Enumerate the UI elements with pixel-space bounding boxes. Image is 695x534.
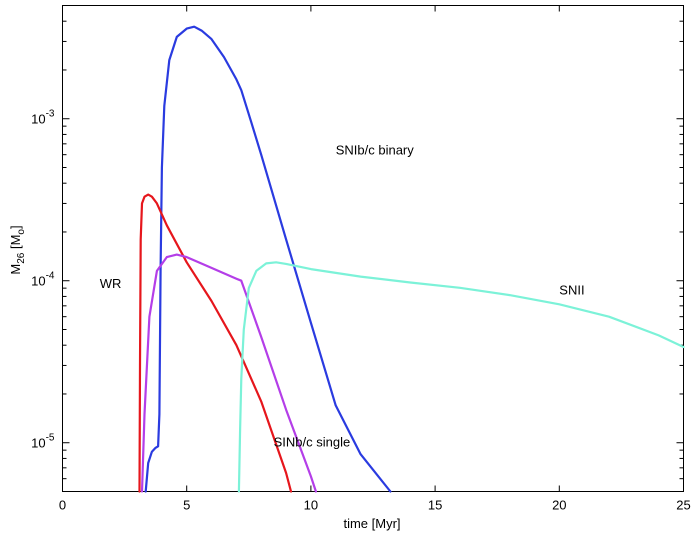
series-label-snii: SNII [559, 283, 584, 298]
x-tick-label: 0 [59, 498, 66, 513]
series-label-wr: WR [100, 276, 122, 291]
series-line-snib-c-binary [144, 25, 392, 493]
series-layer [138, 25, 685, 493]
x-tick-label: 20 [552, 498, 566, 513]
x-tick-label: 15 [428, 498, 442, 513]
y-tick-label: 10-5 [31, 433, 55, 451]
series-line-wr [138, 193, 293, 493]
y-tick-label: 10-4 [31, 271, 55, 289]
series-line-sinb-c-single [140, 253, 317, 493]
series-label-snib-c-binary: SNIb/c binary [336, 143, 415, 158]
x-tick-label: 25 [676, 498, 690, 513]
y-tick-label: 10-3 [31, 109, 55, 127]
series-label-sinb-c-single: SINb/c single [274, 434, 351, 449]
axis-ticks: 0 5 10 15 20 25 10-5 10-4 10-3 [31, 5, 691, 513]
x-tick-label: 5 [183, 498, 190, 513]
series-line-snii [237, 261, 685, 493]
x-axis-title: time [Myr] [343, 516, 400, 531]
series-labels: SNIb/c binary WR SINb/c single SNII [100, 143, 585, 450]
x-tick-label: 10 [304, 498, 318, 513]
plot-frame [62, 5, 684, 492]
y-axis-title: M26 [Mo] [8, 225, 27, 274]
